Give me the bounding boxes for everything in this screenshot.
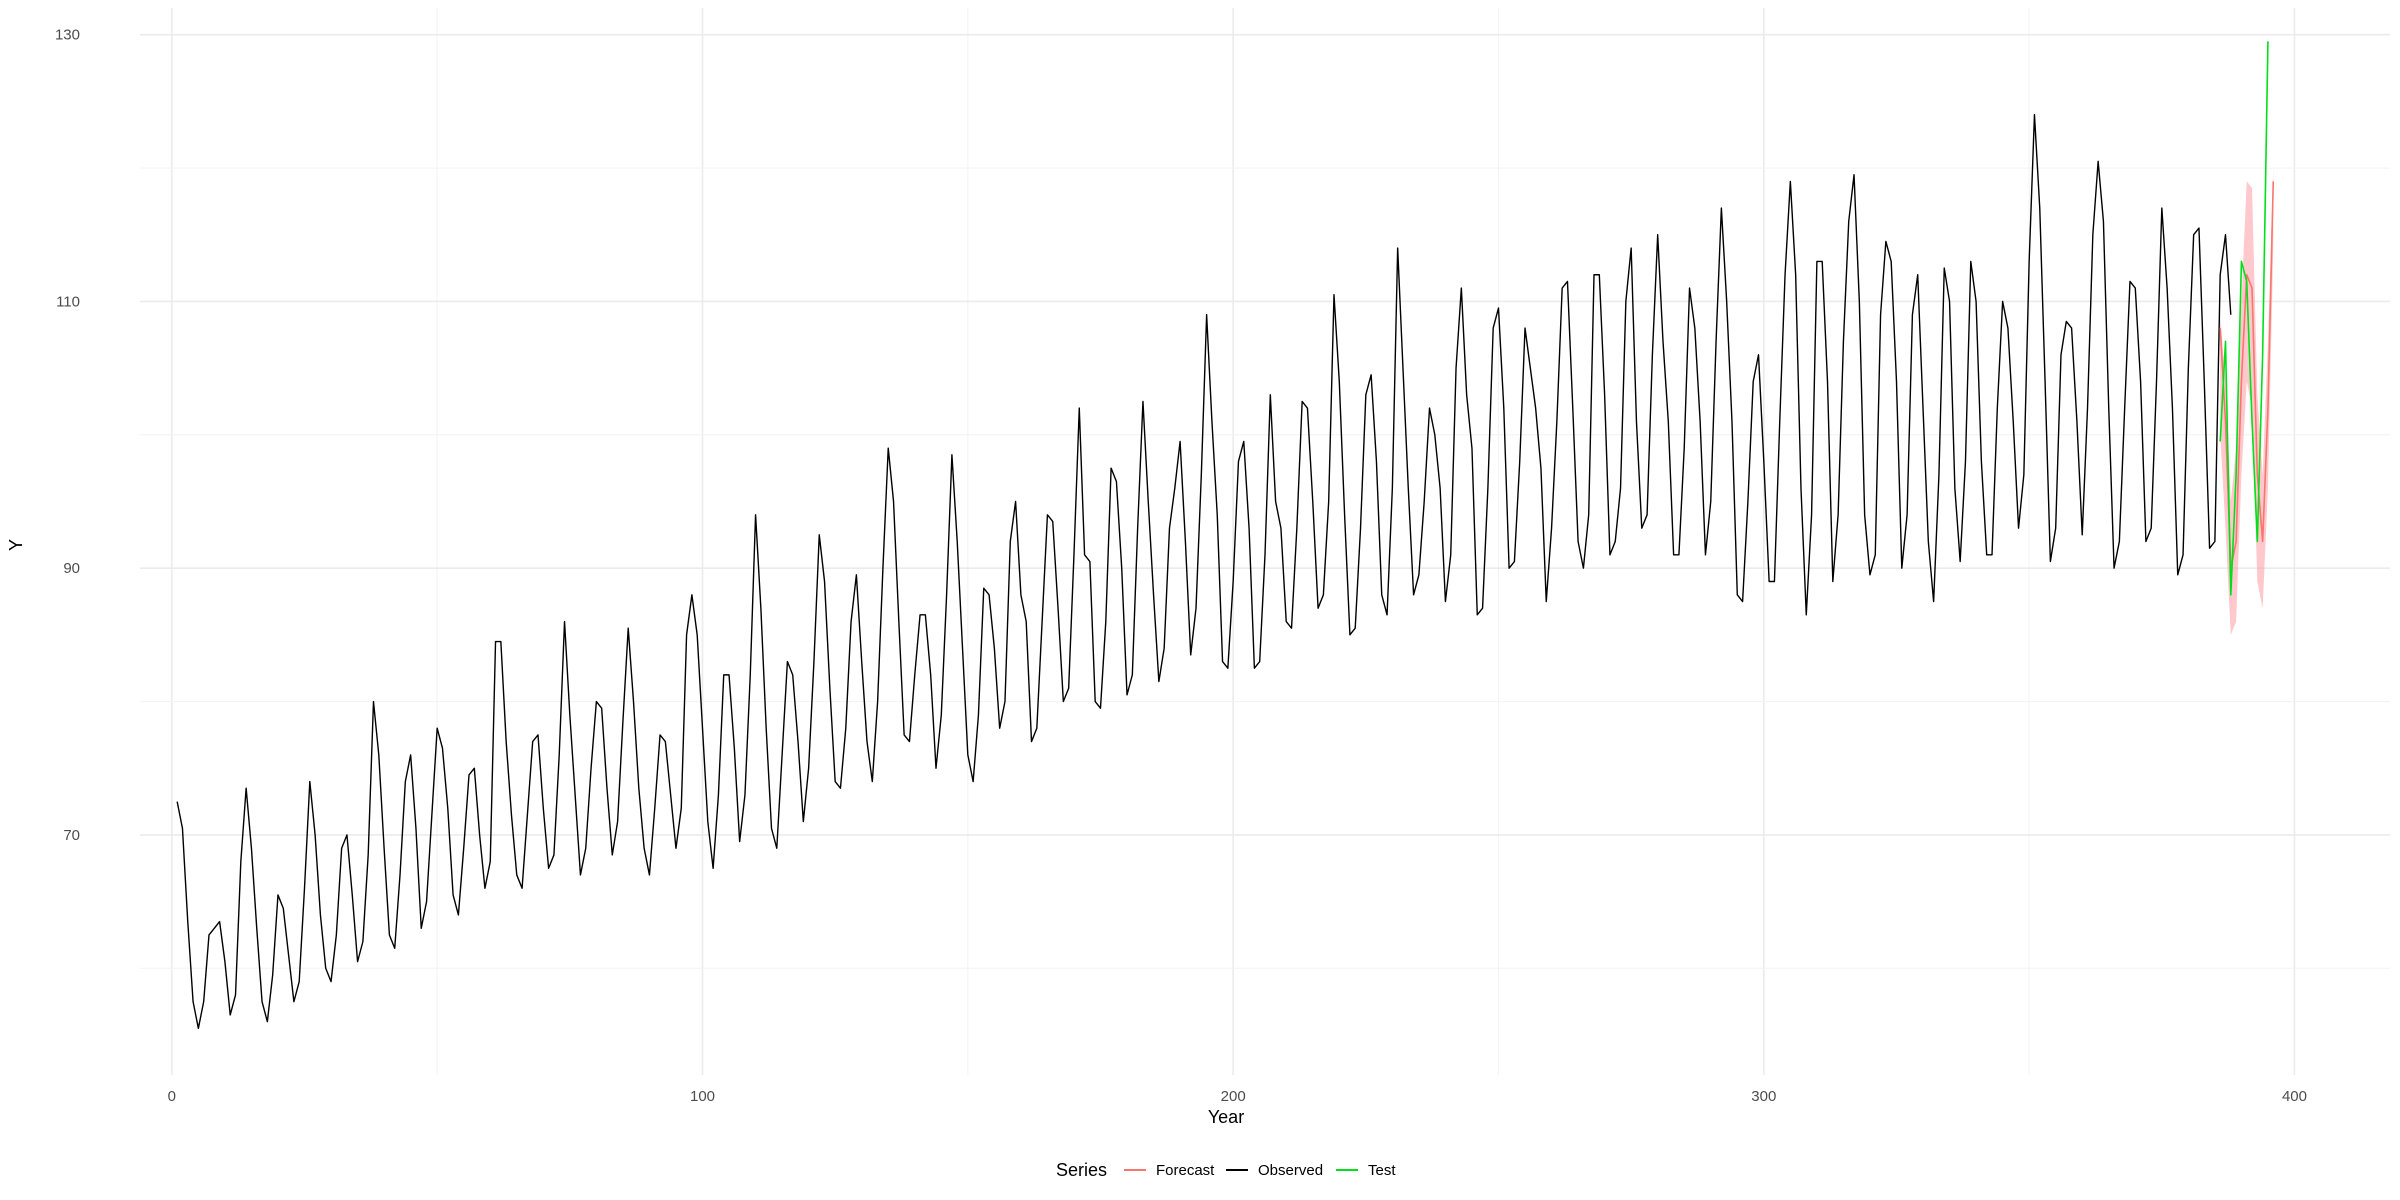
legend-title: Series [1056, 1160, 1107, 1180]
axis-tick-labels: 0 100 200 300 400 70 90 110 130 [55, 27, 2307, 1105]
series-line-observed [176, 114, 2232, 1030]
y-tick-label: 70 [63, 827, 80, 844]
y-tick-label: 90 [63, 560, 80, 577]
x-tick-label: 300 [1751, 1088, 1776, 1105]
legend-label-test: Test [1368, 1162, 1396, 1179]
y-axis-title: Y [6, 539, 26, 551]
series-lines [176, 41, 2275, 1030]
x-tick-label: 0 [168, 1088, 176, 1105]
x-tick-label: 100 [690, 1088, 715, 1105]
legend-label-observed: Observed [1258, 1162, 1323, 1179]
x-axis-title: Year [1208, 1107, 1244, 1127]
legend-label-forecast: Forecast [1156, 1162, 1215, 1179]
legend: Series Forecast Observed Test [1056, 1160, 1396, 1180]
y-tick-label: 130 [55, 27, 80, 44]
series-line-test [2219, 41, 2269, 596]
x-tick-label: 400 [2282, 1088, 2307, 1105]
x-tick-label: 200 [1221, 1088, 1246, 1105]
y-tick-label: 110 [56, 293, 80, 310]
